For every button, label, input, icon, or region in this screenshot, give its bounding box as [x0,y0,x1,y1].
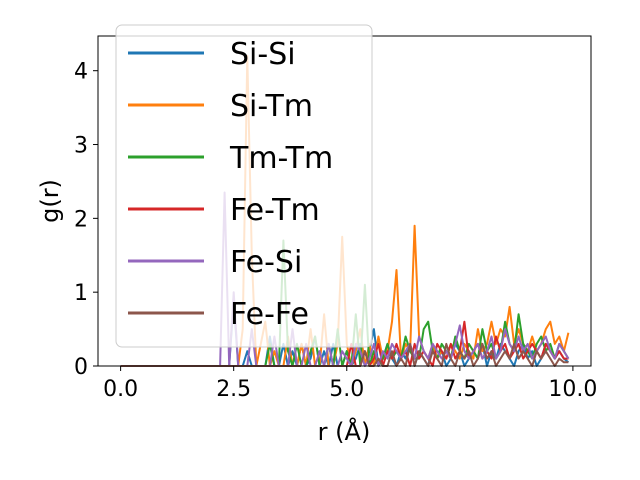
y-tick-label: 1 [74,281,88,306]
legend-label-si-si: Si-Si [230,37,296,72]
legend-label-tm-tm: Tm-Tm [229,141,333,176]
x-tick-label: 10.0 [548,377,597,402]
x-tick-label: 2.5 [216,377,251,402]
x-axis-label: r (Å) [318,417,371,446]
legend: Si-Si Si-Tm Tm-Tm Fe-Tm Fe-Si Fe-Fe [115,24,373,348]
x-axis-ticks: 0.0 2.5 5.0 7.5 10.0 [103,366,597,402]
y-tick-label: 2 [74,207,88,232]
y-tick-label: 3 [74,134,88,159]
legend-label-fe-si: Fe-Si [230,245,302,280]
y-tick-label: 4 [74,60,88,85]
legend-label-si-tm: Si-Tm [230,89,313,124]
legend-label-fe-tm: Fe-Tm [230,193,320,228]
y-tick-label: 0 [74,355,88,380]
x-tick-label: 5.0 [329,377,364,402]
x-tick-label: 0.0 [103,377,138,402]
y-axis-ticks: 0 1 2 3 4 [74,60,98,380]
legend-label-fe-fe: Fe-Fe [230,297,309,332]
x-tick-label: 7.5 [442,377,477,402]
y-axis-label: g(r) [36,179,64,223]
